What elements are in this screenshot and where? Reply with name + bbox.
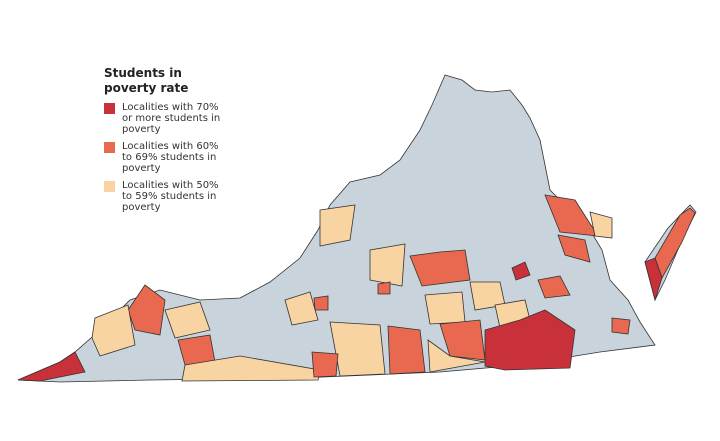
legend: Students in poverty rate Localities with… [104, 66, 234, 219]
legend-title: Students in poverty rate [104, 66, 189, 95]
county-patches [17, 194, 696, 382]
legend-item: Localities with 60% to 69% students in p… [104, 141, 234, 174]
legend-label: Localities with 60% to 69% students in p… [122, 141, 219, 174]
legend-swatch [104, 142, 115, 153]
legend-label: Localities with 50% to 59% students in p… [122, 180, 219, 213]
legend-label: Localities with 70% or more students in … [122, 102, 221, 135]
legend-item: Localities with 70% or more students in … [104, 102, 234, 135]
legend-item: Localities with 50% to 59% students in p… [104, 180, 234, 213]
legend-swatch [104, 181, 115, 192]
legend-swatch [104, 103, 115, 114]
